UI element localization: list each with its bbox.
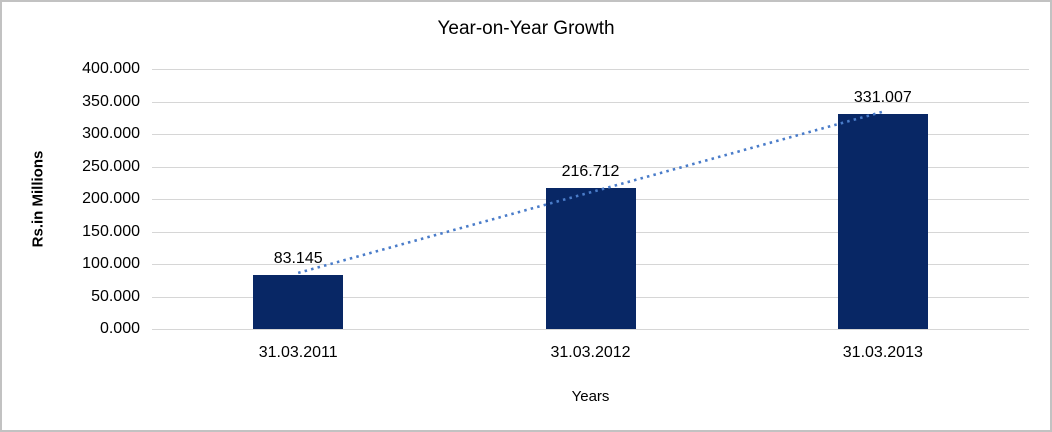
y-tick-label: 200.000 (82, 190, 140, 207)
bar (545, 188, 636, 329)
gridline (152, 69, 1029, 70)
x-tick-label: 31.03.2011 (258, 344, 338, 361)
gridline (152, 329, 1029, 330)
x-axis-title: Years (571, 388, 610, 405)
y-tick-label: 400.000 (82, 60, 140, 77)
x-tick-label: 31.03.2012 (550, 344, 631, 361)
y-axis-title-text: Rs.in Millions (29, 150, 47, 248)
data-label: 331.007 (853, 88, 912, 106)
y-tick-label: 350.000 (82, 92, 140, 110)
y-tick-label: 300.000 (82, 125, 140, 142)
data-label: 83.145 (273, 249, 323, 267)
bar (253, 274, 344, 329)
data-label: 216.712 (561, 163, 620, 181)
y-tick-label: 100.000 (82, 255, 140, 272)
bar (837, 113, 928, 329)
y-tick-label: 50.000 (91, 287, 140, 305)
x-tick-label: 31.03.2013 (842, 344, 923, 361)
y-tick-label: 150.000 (82, 222, 140, 240)
gridline (152, 101, 1029, 103)
y-tick-label: 0.000 (99, 320, 140, 337)
plot-area (152, 69, 1029, 330)
y-tick-label: 250.000 (82, 157, 140, 175)
chart-title: Year-on-Year Growth (437, 18, 615, 39)
